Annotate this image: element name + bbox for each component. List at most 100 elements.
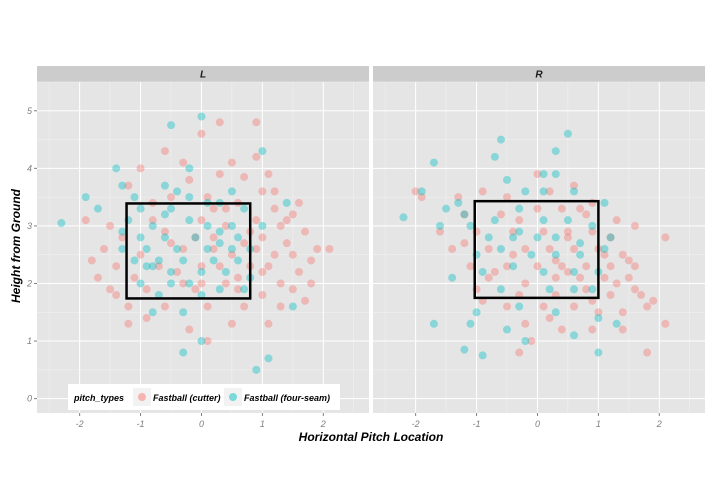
data-point (270, 187, 279, 196)
plot-background (37, 82, 369, 413)
y-axis-title: Height from Ground (9, 188, 23, 303)
facet-strip-label: L (200, 70, 206, 81)
data-point (582, 262, 591, 271)
data-point (496, 285, 505, 294)
data-point (136, 233, 145, 242)
data-point (484, 273, 493, 282)
data-point (179, 348, 188, 357)
data-point (93, 204, 102, 213)
data-point (142, 244, 151, 253)
data-point (539, 170, 548, 179)
data-point (112, 262, 121, 271)
data-point (288, 302, 297, 311)
data-point (288, 285, 297, 294)
data-point (539, 267, 548, 276)
data-point (227, 187, 236, 196)
data-point (570, 302, 579, 311)
data-point (466, 221, 475, 230)
data-point (185, 279, 194, 288)
data-point (545, 285, 554, 294)
data-point (160, 302, 169, 311)
data-point (570, 285, 579, 294)
data-point (551, 170, 560, 179)
data-point (221, 204, 230, 213)
data-point (527, 337, 536, 346)
data-point (466, 319, 475, 328)
data-point (594, 314, 603, 323)
data-point (515, 204, 524, 213)
data-point (136, 204, 145, 213)
data-point (618, 250, 627, 259)
data-point (185, 175, 194, 184)
data-point (478, 351, 487, 360)
data-point (264, 262, 273, 271)
data-point (436, 221, 445, 230)
data-point (557, 204, 566, 213)
data-point (570, 181, 579, 190)
data-point (154, 290, 163, 299)
facet-panels: L -2 -1 0 1 2 0 1 2 3 4 5 R -2 -1 0 1 2 (26, 66, 705, 429)
data-point (490, 267, 499, 276)
data-point (600, 244, 609, 253)
series-cutter-r (411, 170, 670, 357)
x-tick-label: 1 (260, 419, 265, 429)
data-point (570, 267, 579, 276)
data-point (154, 262, 163, 271)
data-point (454, 193, 463, 202)
data-point (509, 233, 518, 242)
data-point (533, 170, 542, 179)
data-point (142, 314, 151, 323)
data-point (197, 279, 206, 288)
y-tick-label: 1 (27, 336, 32, 346)
legend: pitch_types Fastball (cutter) Fastball (… (68, 384, 340, 410)
data-point (606, 290, 615, 299)
data-point (551, 256, 560, 265)
data-point (643, 302, 652, 311)
data-point (282, 216, 291, 225)
legend-label-cutter: Fastball (cutter) (153, 393, 221, 403)
data-point (185, 164, 194, 173)
x-tick-label: -2 (412, 419, 420, 429)
data-point (215, 170, 224, 179)
data-point (325, 244, 334, 253)
data-point (563, 216, 572, 225)
data-point (124, 302, 133, 311)
data-point (136, 250, 145, 259)
data-point (81, 193, 90, 202)
data-point (533, 233, 542, 242)
data-point (118, 227, 127, 236)
data-point (136, 279, 145, 288)
data-point (460, 210, 469, 219)
data-point (661, 319, 670, 328)
data-point (521, 187, 530, 196)
data-point (630, 221, 639, 230)
data-point (227, 250, 236, 259)
data-point (600, 198, 609, 207)
data-point (240, 285, 249, 294)
data-point (637, 290, 646, 299)
data-point (197, 216, 206, 225)
data-point (600, 250, 609, 259)
data-point (301, 296, 310, 305)
data-point (209, 204, 218, 213)
data-point (173, 187, 182, 196)
data-point (466, 262, 475, 271)
y-tick-label: 5 (27, 106, 33, 116)
data-point (515, 348, 524, 357)
data-point (503, 325, 512, 334)
data-point (252, 216, 261, 225)
data-point (545, 244, 554, 253)
data-point (490, 216, 499, 225)
data-point (130, 273, 139, 282)
data-point (496, 244, 505, 253)
data-point (215, 262, 224, 271)
data-point (100, 244, 109, 253)
data-point (551, 147, 560, 156)
data-point (227, 158, 236, 167)
data-point (618, 325, 627, 334)
data-point (612, 216, 621, 225)
data-point (515, 227, 524, 236)
data-point (203, 244, 212, 253)
data-point (576, 204, 585, 213)
legend-title: pitch_types (73, 393, 124, 403)
